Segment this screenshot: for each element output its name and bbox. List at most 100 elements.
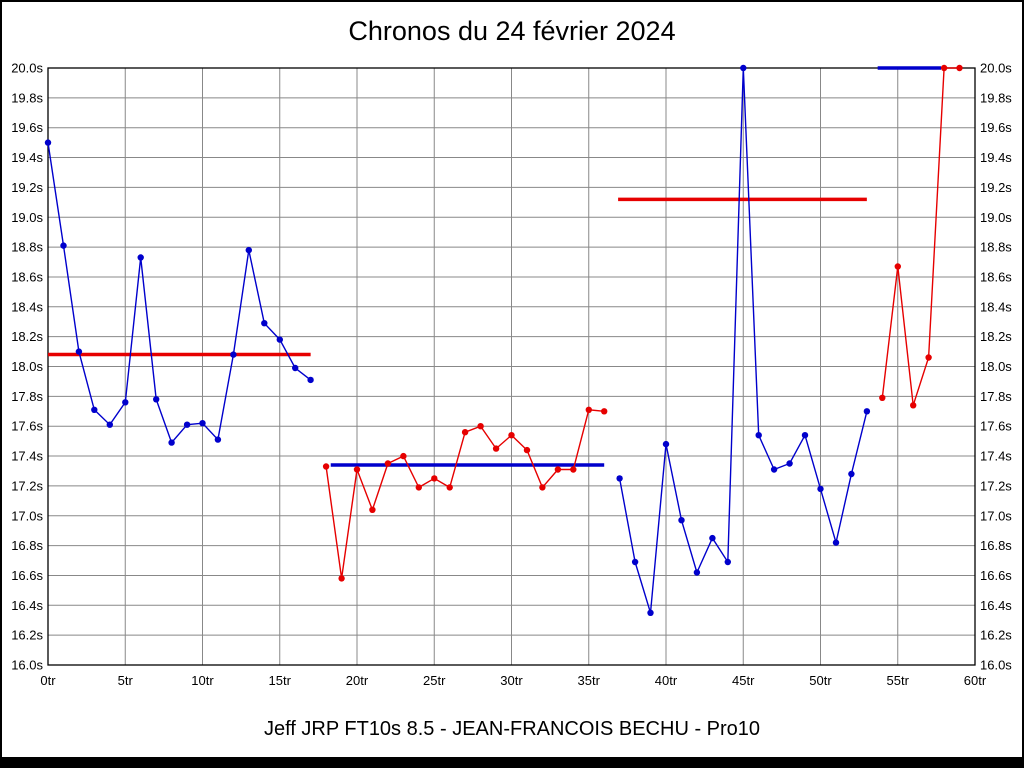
data-point-stint-2-red xyxy=(322,463,330,470)
y-axis-tick-right: 19.2s xyxy=(980,180,1012,195)
data-point-stint-2-red xyxy=(539,484,546,491)
data-point-stint-2-red xyxy=(446,484,453,491)
y-axis-tick-right: 18.0s xyxy=(980,359,1012,374)
y-axis-tick-right: 16.8s xyxy=(980,538,1012,553)
data-point-stint-3-blue xyxy=(631,558,639,566)
y-axis-tick-left: 17.6s xyxy=(11,419,43,434)
data-point-stint-3-blue xyxy=(709,534,716,542)
data-point-stint-3-blue xyxy=(724,558,731,566)
y-axis-tick-right: 16.0s xyxy=(980,658,1012,673)
data-point-stint-1-blue xyxy=(153,396,160,403)
data-point-stint-2-red xyxy=(477,423,484,430)
y-axis-tick-right: 16.6s xyxy=(980,568,1012,583)
x-axis-tick: 60tr xyxy=(964,673,987,688)
data-point-stint-3-blue xyxy=(755,432,762,439)
data-point-stint-2-red xyxy=(585,406,592,413)
y-axis-tick-right: 18.4s xyxy=(980,299,1012,314)
data-point-stint-1-blue xyxy=(292,364,299,372)
data-point-stint-4-red xyxy=(956,64,963,72)
data-point-stint-2-red xyxy=(415,484,422,491)
lap-time-chart: 16.0s 16.0s 16.2s 16.2s 16.4s 16.4s 16.6s 16.6s… xyxy=(11,61,1012,689)
y-axis-tick-left: 17.8s xyxy=(11,389,43,404)
y-axis-tick-left: 19.2s xyxy=(11,180,43,195)
data-point-stint-2-red xyxy=(400,452,407,460)
data-point-stint-1-blue xyxy=(183,421,191,428)
data-point-stint-1-blue xyxy=(199,420,206,427)
x-axis-tick: 30tr xyxy=(500,673,523,688)
x-axis-tick: 40tr xyxy=(655,673,678,688)
x-axis-tick: 45tr xyxy=(732,673,755,688)
data-point-stint-4-red xyxy=(910,402,917,409)
y-axis-tick-right: 16.4s xyxy=(980,598,1012,613)
y-axis-tick-left: 18.0s xyxy=(11,359,43,374)
data-point-stint-2-red xyxy=(554,466,562,473)
data-point-stint-1-blue xyxy=(276,336,283,343)
y-axis-tick-left: 19.6s xyxy=(11,120,43,135)
data-point-stint-2-red xyxy=(508,432,515,439)
data-point-stint-1-blue xyxy=(137,254,144,261)
y-axis-tick-right: 18.6s xyxy=(980,269,1012,284)
series-line-stint-4-red xyxy=(881,67,960,406)
data-point-stint-1-blue xyxy=(60,242,67,249)
data-point-stint-3-blue xyxy=(693,569,701,576)
y-axis-tick-right: 17.4s xyxy=(980,449,1012,464)
y-axis-tick-left: 16.2s xyxy=(11,628,43,643)
data-point-stint-2-red xyxy=(461,429,469,436)
data-point-stint-1-blue xyxy=(75,348,83,355)
y-axis-tick-left: 16.4s xyxy=(11,598,43,613)
y-axis-tick-right: 17.2s xyxy=(980,478,1012,493)
data-point-stint-3-blue xyxy=(817,485,824,493)
data-point-stint-4-red xyxy=(894,263,901,270)
data-point-stint-2-red xyxy=(523,446,531,454)
y-axis-tick-left: 18.2s xyxy=(11,329,43,344)
data-point-stint-1-blue xyxy=(230,351,237,358)
data-point-stint-4-red xyxy=(879,394,886,401)
data-point-stint-4-red xyxy=(925,354,932,361)
y-axis-tick-right: 18.2s xyxy=(980,329,1012,344)
data-point-stint-1-blue xyxy=(307,376,314,384)
y-axis-tick-left: 16.8s xyxy=(11,538,43,553)
data-point-stint-1-blue xyxy=(44,139,52,146)
y-axis-tick-left: 16.6s xyxy=(11,568,43,583)
x-axis-tick: 0tr xyxy=(40,673,56,688)
x-axis-tick: 15tr xyxy=(269,673,292,688)
x-axis-tick: 55tr xyxy=(887,673,910,688)
data-point-stint-1-blue xyxy=(106,421,114,428)
y-axis-tick-right: 17.0s xyxy=(980,508,1012,523)
y-axis-tick-right: 17.6s xyxy=(980,419,1012,434)
data-point-stint-1-blue xyxy=(214,436,222,443)
data-point-stint-3-blue xyxy=(678,517,685,524)
data-point-stint-3-blue xyxy=(832,539,840,546)
plot-border xyxy=(47,67,976,666)
y-axis-tick-left: 20.0s xyxy=(11,61,43,76)
data-point-stint-2-red xyxy=(369,506,376,513)
data-point-stint-1-blue xyxy=(91,406,98,413)
y-axis-tick-right: 20.0s xyxy=(980,61,1012,76)
x-axis-tick: 25tr xyxy=(423,673,446,688)
data-point-stint-4-red xyxy=(940,64,948,72)
data-point-stint-2-red xyxy=(431,475,438,482)
y-axis-tick-right: 19.4s xyxy=(980,150,1012,165)
x-axis-tick: 20tr xyxy=(346,673,369,688)
x-axis-tick: 5tr xyxy=(118,673,134,688)
x-axis-tick: 50tr xyxy=(809,673,832,688)
y-axis-tick-left: 18.6s xyxy=(11,269,43,284)
chart-caption: Jeff JRP FT10s 8.5 - JEAN-FRANCOIS BECHU… xyxy=(263,718,761,740)
y-axis-tick-left: 18.4s xyxy=(11,299,43,314)
data-point-stint-1-blue xyxy=(261,320,268,327)
y-axis-tick-right: 17.8s xyxy=(980,389,1012,404)
data-point-stint-3-blue xyxy=(662,440,670,448)
y-axis-tick-right: 19.0s xyxy=(980,210,1012,225)
y-axis-tick-left: 19.4s xyxy=(11,150,43,165)
data-point-stint-3-blue xyxy=(616,475,623,482)
y-axis-tick-left: 16.0s xyxy=(11,658,43,673)
data-point-stint-2-red xyxy=(570,466,577,473)
data-point-stint-2-red xyxy=(338,575,345,582)
y-axis-tick-right: 19.6s xyxy=(980,120,1012,135)
y-axis-tick-right: 18.8s xyxy=(980,240,1012,255)
data-point-stint-2-red xyxy=(353,466,361,473)
bottom-bar xyxy=(0,757,1024,768)
data-point-stint-3-blue xyxy=(848,470,855,478)
data-point-stint-2-red xyxy=(601,408,608,415)
